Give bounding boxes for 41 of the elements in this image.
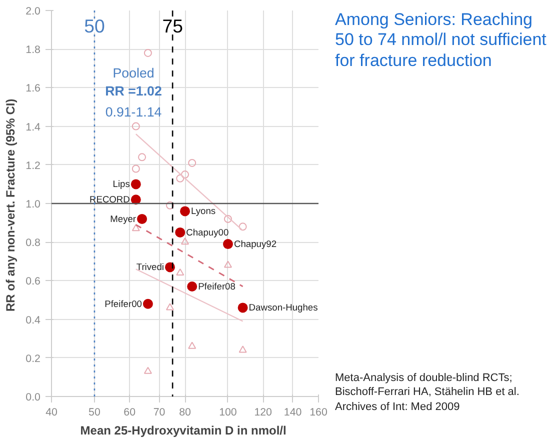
series-label: Lips	[112, 179, 130, 190]
annotation: Pooled	[112, 66, 154, 81]
x-axis-title: Mean 25-Hydroxyvitamin D in nmol/l	[80, 424, 286, 438]
series-label: Trivedi	[136, 262, 164, 272]
series-label: Meyer	[110, 214, 136, 224]
ref-line-label: 50	[84, 16, 105, 36]
x-tick-label: 70	[153, 406, 166, 418]
y-tick-label: 1.8	[26, 44, 41, 56]
y-tick-label: 1.0	[26, 198, 41, 210]
series-label: Lyons	[191, 206, 216, 216]
y-tick-label: 0.4	[26, 314, 41, 326]
x-tick-label: 140	[284, 406, 302, 418]
x-tick-label: 50	[88, 406, 100, 418]
series-label: Chapuy92	[234, 239, 277, 250]
y-tick-label: 0.6	[26, 276, 41, 288]
x-tick-label: 80	[179, 406, 191, 418]
series-label: Pfeifer00	[104, 298, 142, 309]
y-tick-label: 0.0	[26, 392, 41, 404]
y-tick-label: 0.8	[26, 237, 41, 250]
y-tick-label: 1.4	[26, 121, 41, 134]
ref-line-label: 75	[162, 16, 183, 36]
x-tick-label: 60	[124, 406, 136, 418]
series-label: RECORD	[89, 194, 130, 205]
series-label: Pfeifer08	[198, 281, 236, 292]
x-tick-label: 100	[219, 406, 237, 418]
y-tick-label: 0.2	[26, 352, 41, 365]
annotation: 0.91-1.14	[105, 104, 162, 120]
series-label: Chapuy00	[186, 227, 229, 238]
y-tick-label: 1.2	[26, 160, 41, 172]
annotation: RR =1.02	[105, 84, 162, 99]
text: Meta-Analysis of double-blind RCTs;	[335, 372, 512, 384]
x-tick-label: 160	[310, 406, 328, 418]
x-tick-label: 40	[46, 406, 58, 418]
text: Among Seniors: Reaching 50 to 74 nmol/l not sufficient for fracture reduction	[335, 10, 548, 72]
series-label: Dawson-Hughes	[248, 302, 318, 313]
x-tick-label: 120	[254, 406, 272, 418]
y-axis-title: RR of any non-vert. Fracture (95% CI)	[4, 98, 18, 312]
text: Archives of Int: Med 2009	[335, 400, 460, 413]
y-tick-label: 1.6	[26, 82, 41, 95]
y-tick-label: 2.0	[26, 6, 41, 18]
text: Bischoff-Ferrari HA, Stähelin HB et al.	[335, 386, 520, 398]
